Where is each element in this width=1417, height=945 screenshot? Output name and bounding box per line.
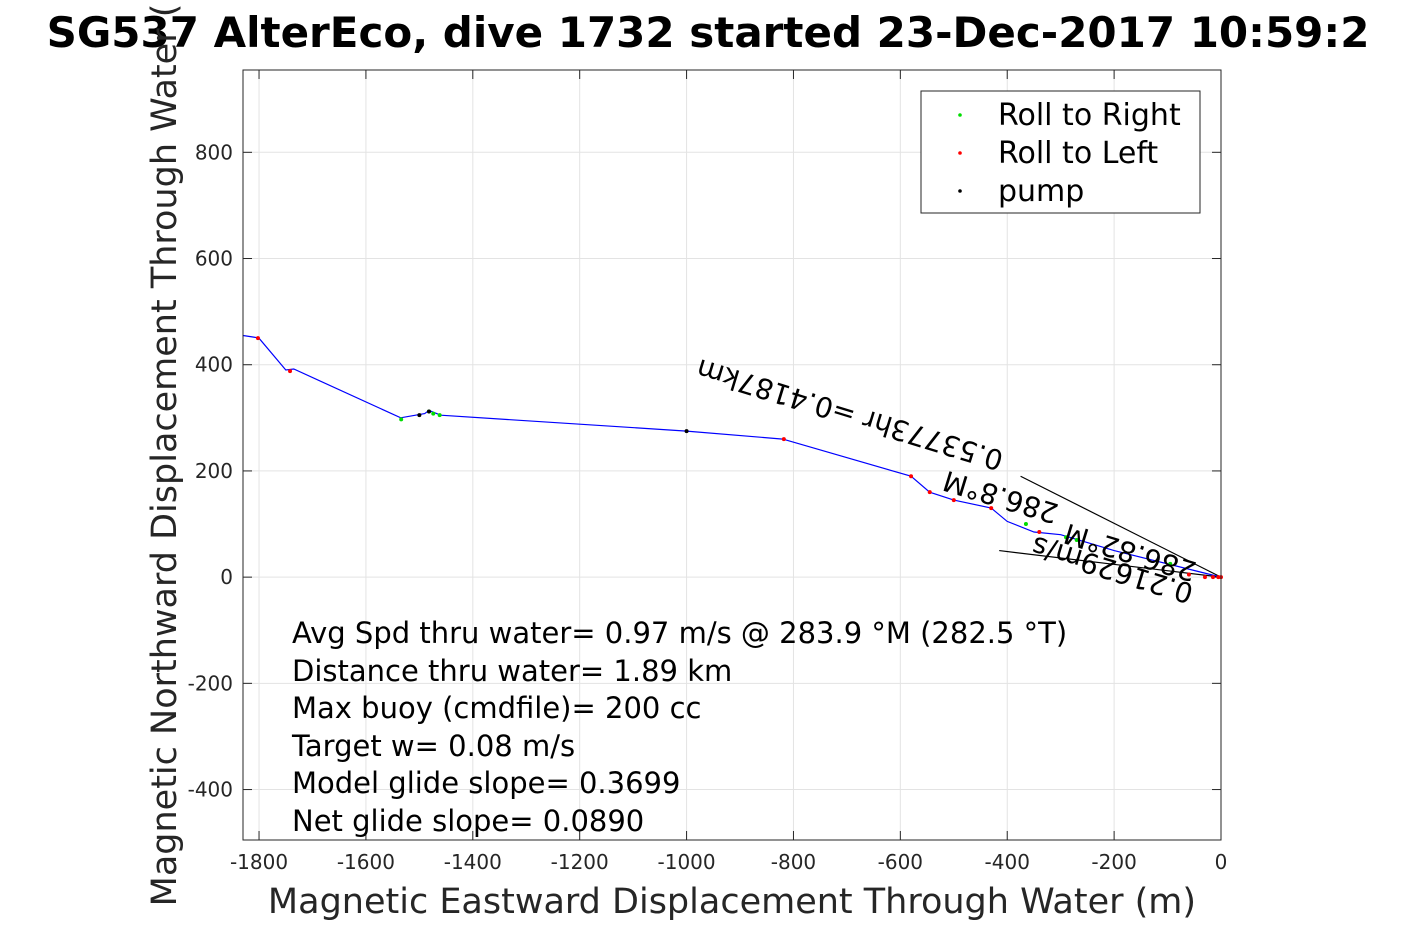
x-tick-label: -1600 <box>337 850 395 874</box>
points-layer <box>255 336 1223 580</box>
x-tick-label: -400 <box>985 850 1030 874</box>
roll-right-point <box>1064 535 1069 540</box>
x-tick-label: -800 <box>771 850 816 874</box>
annotation-model-glide: Model glide slope= 0.3699 <box>292 766 680 800</box>
y-axis-label: Magnetic Northward Displacement Through … <box>145 4 185 907</box>
annotation-max-buoy: Max buoy (cmdfile)= 200 cc <box>292 691 701 725</box>
x-tick-label: 0 <box>1215 850 1228 874</box>
legend-marker-roll-left <box>958 151 962 155</box>
pump-point <box>684 429 689 434</box>
x-tick-label: -1200 <box>551 850 609 874</box>
x-tick-label: -1800 <box>230 850 288 874</box>
y-tick-label: 400 <box>195 353 233 377</box>
roll-right-point <box>1168 561 1173 566</box>
plot-frame <box>242 69 1222 841</box>
legend-box <box>920 90 1201 214</box>
roll-left-point <box>1186 572 1191 577</box>
y-tick-label: 800 <box>195 140 233 164</box>
legend: Roll to Right Roll to Left pump <box>920 90 1201 214</box>
roll-left-point <box>927 490 932 495</box>
roll-right-point <box>399 417 404 422</box>
axis-ticks: -1800 -1600 -1400 -1200 -1000 -800 -600 -400 -20… <box>188 70 1228 874</box>
y-tick-label: 0 <box>220 565 233 589</box>
roll-right-point <box>1023 522 1028 527</box>
annotation-block: Avg Spd thru water= 0.97 m/s @ 283.9 °M … <box>291 616 1067 838</box>
y-tick-label: 600 <box>195 247 233 271</box>
legend-label-roll-right: Roll to Right <box>998 98 1181 133</box>
x-tick-label: -1000 <box>658 850 716 874</box>
legend-label-roll-left: Roll to Left <box>998 136 1158 171</box>
x-tick-label: -1400 <box>444 850 502 874</box>
x-tick-label: -600 <box>878 850 923 874</box>
chart-title: SG537 AlterEco, dive 1732 started 23-Dec… <box>47 8 1370 57</box>
roll-right-point <box>437 413 442 418</box>
roll-left-point <box>1202 575 1207 580</box>
roll-left-point <box>255 336 260 341</box>
roll-left-point <box>781 437 786 442</box>
current-vector-line <box>999 549 1222 578</box>
roll-right-point <box>1074 537 1079 542</box>
roll-left-point <box>909 474 914 479</box>
roll-left-point <box>989 506 994 511</box>
y-tick-label: 200 <box>195 459 233 483</box>
annotation-target-w: Target w= 0.08 m/s <box>291 729 575 763</box>
legend-label-pump: pump <box>998 174 1084 209</box>
roll-left-point <box>1037 530 1042 534</box>
track-layer <box>242 334 1222 578</box>
x-axis-label: Magnetic Eastward Displacement Through W… <box>268 882 1196 922</box>
legend-marker-roll-right <box>958 113 962 117</box>
y-tick-label: -400 <box>188 778 233 802</box>
current-vector-line <box>1020 475 1222 578</box>
annotation-distance: Distance thru water= 1.89 km <box>292 654 732 688</box>
roll-left-point <box>288 369 293 374</box>
legend-marker-pump <box>958 189 962 193</box>
roll-left-point <box>951 498 956 503</box>
annotation-net-glide: Net glide slope= 0.0890 <box>292 804 644 838</box>
pump-point <box>426 409 431 414</box>
roll-right-point <box>431 411 436 416</box>
x-tick-label: -200 <box>1091 850 1136 874</box>
track-line <box>242 334 1222 578</box>
pump-point <box>417 413 422 418</box>
y-tick-label: -200 <box>188 671 233 695</box>
roll-left-point <box>1210 575 1215 580</box>
annotation-avg-speed: Avg Spd thru water= 0.97 m/s @ 283.9 °M … <box>292 616 1067 650</box>
